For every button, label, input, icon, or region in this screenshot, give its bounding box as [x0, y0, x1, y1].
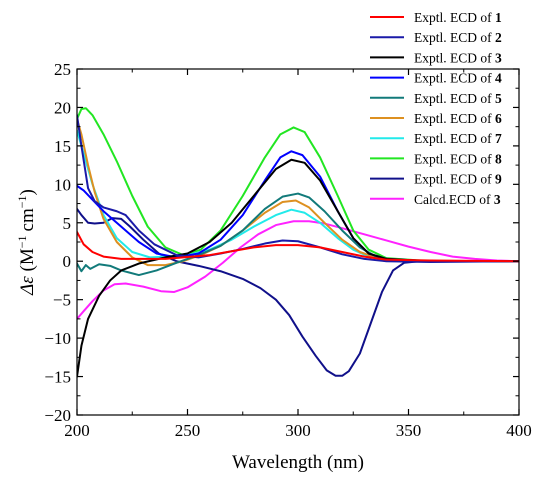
legend-label: Exptl. ECD of 9 [414, 172, 502, 187]
series-line [77, 107, 519, 263]
y-tick-label: 10 [54, 175, 71, 194]
legend-label: Exptl. ECD of 1 [414, 10, 502, 25]
y-tick-label: −5 [53, 291, 71, 310]
legend: Exptl. ECD of 1 Exptl. ECD of 2 Exptl. ECD… [370, 10, 502, 207]
series-line [77, 220, 519, 320]
y-tick-label: −10 [44, 329, 71, 348]
legend-label: Exptl. ECD of 8 [414, 151, 502, 166]
y-axis-unit-close: ) [17, 189, 38, 195]
x-axis-title: Wavelength (nm) [232, 452, 364, 473]
x-tick-label: 200 [64, 421, 90, 440]
x-tick-label: 250 [175, 421, 201, 440]
y-tick-label: −15 [44, 368, 71, 387]
y-tick-label: 5 [63, 214, 72, 233]
y-tick-label: 20 [54, 98, 71, 117]
y-tick-label: 15 [54, 137, 71, 156]
y-tick-label: −20 [44, 406, 71, 425]
y-tick-label: 0 [63, 252, 72, 271]
legend-label: Exptl. ECD of 5 [414, 91, 502, 106]
y-axis-unit-m: M [17, 248, 38, 265]
y-axis-unit-cm: cm [17, 208, 38, 231]
y-axis-exp-cm: −1 [15, 195, 29, 208]
x-tick-label: 350 [396, 421, 422, 440]
x-tick-label: 400 [506, 421, 532, 440]
y-axis-symbol: Δε [17, 276, 38, 296]
x-tick-label: 300 [285, 421, 311, 440]
y-axis-title: Δε (M−1cm−1) [15, 189, 38, 296]
axis-ticks [76, 68, 520, 416]
y-tick-labels: −20 −15 −10 −5 0 5 10 15 20 25 [44, 60, 71, 425]
y-axis-unit-open: ( [17, 265, 38, 276]
y-tick-label: 25 [54, 60, 71, 79]
legend-label: Exptl. ECD of 3 [414, 50, 502, 65]
legend-label: Exptl. ECD of 7 [414, 131, 502, 146]
series-line [77, 158, 519, 378]
legend-label: Exptl. ECD of 4 [414, 71, 502, 86]
series-line [77, 231, 519, 263]
y-axis-exp-m: −1 [15, 235, 29, 248]
legend-label: Exptl. ECD of 6 [414, 111, 502, 126]
legend-label: Calcd.ECD of 3 [414, 192, 501, 207]
series-lines [77, 107, 519, 378]
legend-label: Exptl. ECD of 2 [414, 30, 502, 45]
x-tick-labels: 200 250 300 350 400 [64, 421, 532, 440]
